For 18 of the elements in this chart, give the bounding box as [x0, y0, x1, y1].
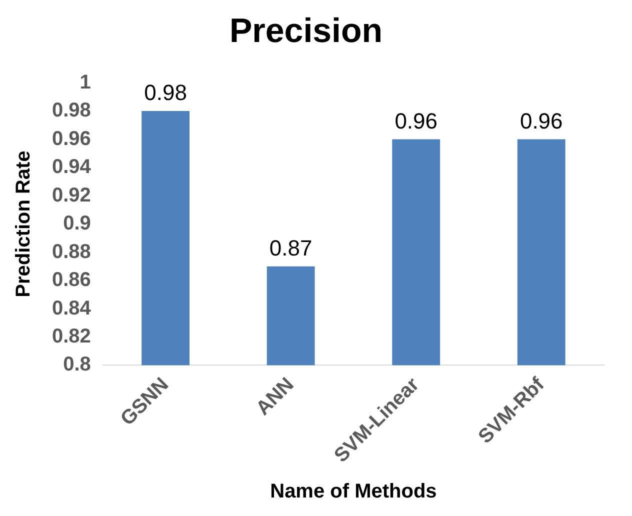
y-tick-label: 1 [80, 71, 91, 94]
data-label: 0.96 [520, 108, 563, 134]
y-tick-label: 0.86 [52, 269, 91, 292]
y-tick-label: 0.92 [52, 184, 91, 206]
x-axis-title: Name of Methods [270, 480, 437, 503]
y-tick-label: 0.98 [52, 100, 91, 122]
y-tick-label: 0.94 [52, 156, 92, 178]
y-axis-title: Prediction Rate [12, 150, 35, 298]
data-label: 0.96 [394, 108, 438, 134]
y-tick-label: 0.84 [52, 297, 92, 320]
y-tick-label: 0.88 [52, 240, 91, 263]
y-tick-label: 0.82 [52, 326, 91, 348]
y-tick-label: 0.96 [52, 128, 91, 150]
data-label: 0.98 [144, 80, 187, 106]
data-label: 0.87 [269, 235, 312, 260]
chart-title: Precision [229, 12, 383, 50]
y-tick-label: 0.8 [63, 354, 91, 376]
y-tick-label: 0.9 [63, 212, 91, 235]
